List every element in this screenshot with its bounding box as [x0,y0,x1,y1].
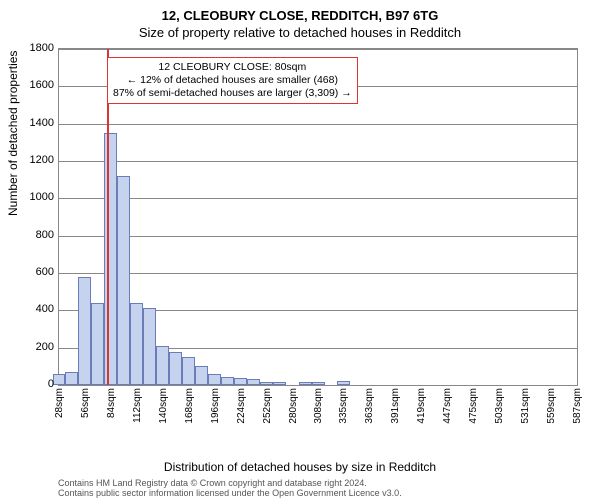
x-tick-label: 56sqm [80,388,91,418]
y-tick-label: 1200 [30,154,54,166]
x-tick-label: 363sqm [364,388,375,424]
gridline [59,49,577,50]
x-tick-label: 335sqm [338,388,349,424]
y-tick-label: 1800 [30,42,54,54]
annotation-line: ← 12% of detached houses are smaller (46… [113,74,352,87]
gridline [59,236,577,237]
x-tick-label: 112sqm [132,388,143,423]
histogram-bar [182,357,195,385]
x-tick-label: 587sqm [572,388,583,424]
title-sub: Size of property relative to detached ho… [0,23,600,40]
x-tick-label: 168sqm [184,388,195,424]
x-tick-label: 503sqm [494,388,505,424]
histogram-bar [117,176,130,385]
x-tick-label: 84sqm [106,388,117,418]
y-tick-label: 800 [36,229,54,241]
y-tick-label: 200 [36,341,54,353]
x-axis-label: Distribution of detached houses by size … [0,460,600,474]
histogram-bar [156,346,169,385]
x-tick-label: 391sqm [390,388,401,424]
x-tick-label: 531sqm [520,388,531,424]
y-tick-label: 1000 [30,191,54,203]
histogram-bar [299,382,312,385]
histogram-bar [337,381,350,385]
annotation-line: 12 CLEOBURY CLOSE: 80sqm [113,61,352,74]
x-tick-label: 559sqm [546,388,557,424]
y-tick-label: 1600 [30,79,54,91]
y-tick-label: 400 [36,303,54,315]
annotation-box: 12 CLEOBURY CLOSE: 80sqm← 12% of detache… [107,57,358,104]
histogram-bar [221,377,234,385]
gridline [59,124,577,125]
x-tick-label: 447sqm [442,388,453,424]
y-axis-label: Number of detached properties [6,51,20,216]
x-tick-label: 475sqm [468,388,479,424]
x-tick-label: 419sqm [416,388,427,424]
x-tick-label: 252sqm [262,388,273,424]
histogram-bar [208,374,221,385]
gridline [59,385,577,386]
histogram-bar [169,352,182,385]
histogram-bar [260,382,273,385]
histogram-bar [312,382,325,385]
histogram-bar [65,372,78,385]
gridline [59,198,577,199]
gridline [59,273,577,274]
x-tick-label: 140sqm [158,388,169,424]
histogram-bar [273,382,286,385]
histogram-bar [195,366,208,385]
x-tick-label: 280sqm [288,388,299,424]
histogram-bar [91,303,104,385]
y-tick-label: 600 [36,266,54,278]
histogram-bar [247,379,260,385]
y-tick-label: 1400 [30,117,54,129]
footer-licence: Contains public sector information licen… [58,488,402,498]
x-tick-label: 224sqm [236,388,247,424]
x-tick-label: 196sqm [210,388,221,424]
gridline [59,161,577,162]
histogram-bar [143,308,156,385]
histogram-bar [78,277,91,385]
histogram-bar [53,374,66,385]
histogram-bar [234,378,247,385]
x-tick-label: 308sqm [313,388,324,424]
x-tick-label: 28sqm [54,388,65,418]
footer-copyright: Contains HM Land Registry data © Crown c… [58,478,367,488]
title-main: 12, CLEOBURY CLOSE, REDDITCH, B97 6TG [0,0,600,23]
histogram-bar [130,303,143,385]
annotation-line: 87% of semi-detached houses are larger (… [113,87,352,100]
plot-area: 12 CLEOBURY CLOSE: 80sqm← 12% of detache… [58,48,578,386]
